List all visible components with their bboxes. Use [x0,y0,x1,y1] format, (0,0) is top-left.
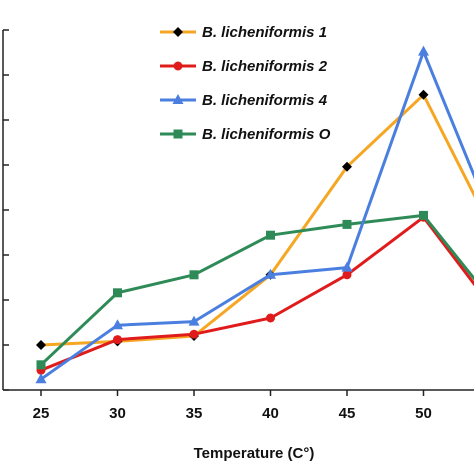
data-point-square [266,230,275,240]
data-point-circle [342,270,352,280]
legend-label: B. licheniformis O [202,126,331,143]
legend-item: B. licheniformis 1 [160,24,327,41]
series-line [40,215,474,372]
legend-label: B. licheniformis 1 [202,24,327,41]
y-ticks [3,29,9,391]
legend-item: B. licheniformis O [160,126,331,143]
legend: B. licheniformis 1 B. licheniformis 2 B. l… [160,24,331,143]
x-ticks: 25303540455055 [33,390,432,422]
data-point-square [419,210,428,220]
x-tick-label: 50 [415,405,432,422]
data-point-circle [113,335,122,345]
series-4 [36,210,474,370]
data-point-triangle [172,94,184,104]
data-point-diamond [342,161,352,172]
x-tick-label: 25 [33,405,50,422]
data-point-circle [189,329,199,339]
data-point-square [113,288,122,298]
data-point-diamond [173,27,183,37]
legend-item: B. licheniformis 2 [160,58,328,75]
data-point-square [342,219,352,229]
data-point-diamond [36,340,46,350]
data-point-triangle [188,315,200,326]
x-tick-label: 40 [262,405,279,422]
data-point-diamond [418,89,429,100]
data-point-circle [266,313,275,323]
data-point-triangle [265,268,276,279]
axes: 25303540455055 [2,29,474,422]
data-point-square [189,270,199,280]
legend-label: B. licheniformis 2 [202,58,328,75]
data-point-triangle [35,373,47,384]
data-point-triangle [341,261,353,272]
data-point-square [173,129,183,139]
legend-item: B. licheniformis 4 [160,92,328,109]
legend-label: B. licheniformis 4 [202,92,328,109]
series-3 [35,45,474,384]
series-2 [36,212,474,375]
x-tick-label: 30 [109,405,126,422]
data-point-triangle [418,45,429,56]
x-axis-title: Temperature (C°) [194,445,315,462]
data-point-triangle [112,319,123,330]
x-tick-label: 45 [339,405,356,422]
series-layer [35,45,474,384]
x-tick-label: 35 [186,405,203,422]
data-point-square [36,360,46,370]
data-point-circle [173,61,183,71]
